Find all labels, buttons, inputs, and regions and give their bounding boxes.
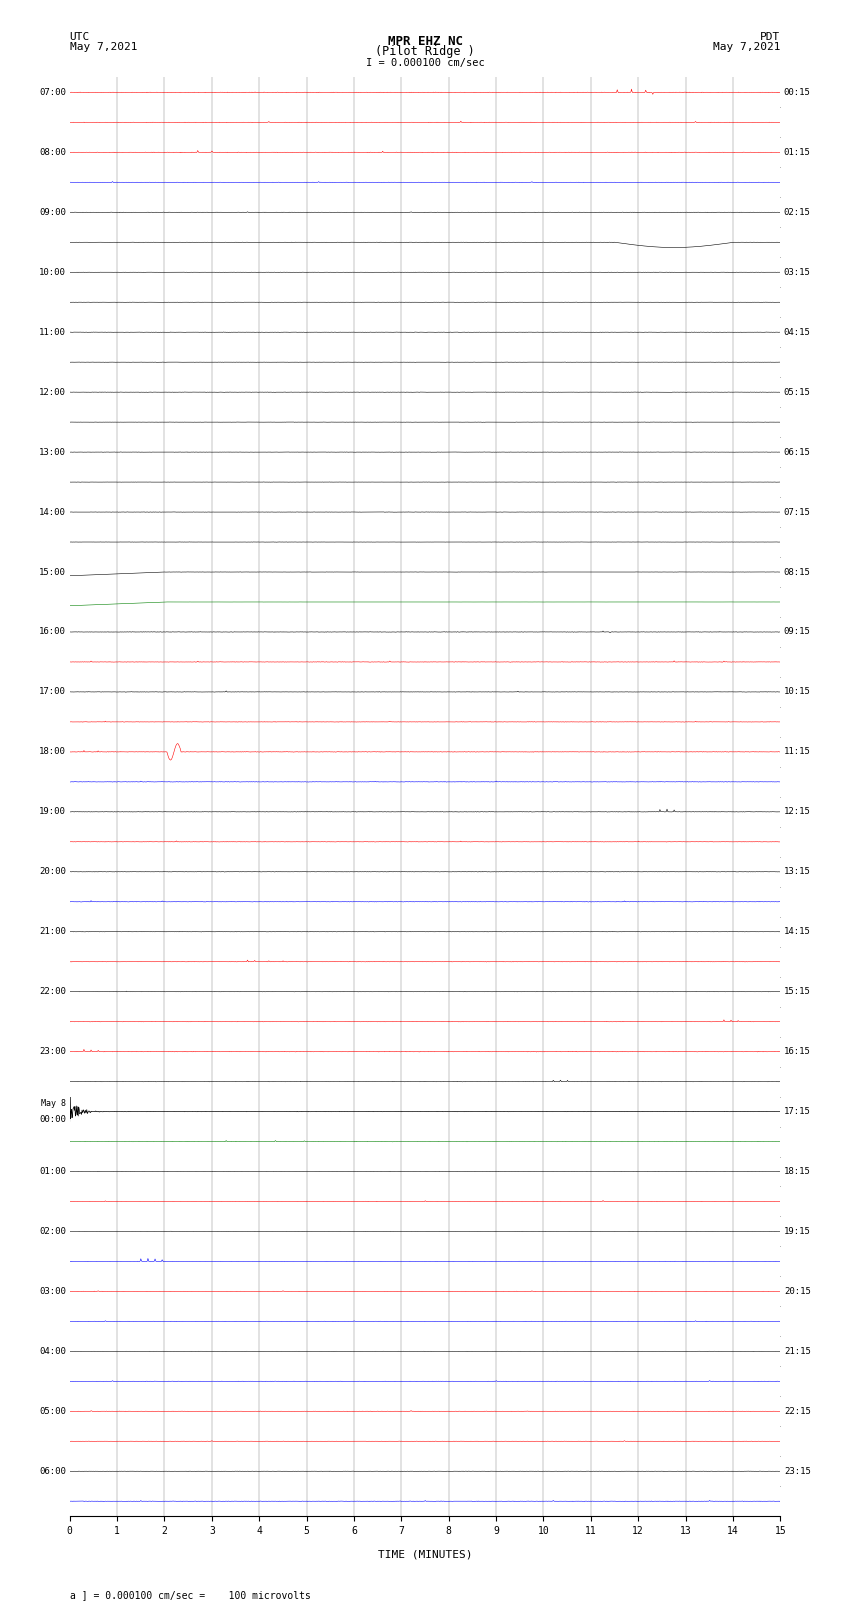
Text: 19:15: 19:15 [784, 1227, 811, 1236]
Text: 01:15: 01:15 [784, 148, 811, 156]
Text: 22:00: 22:00 [39, 987, 66, 997]
Text: I = 0.000100 cm/sec: I = 0.000100 cm/sec [366, 58, 484, 68]
Text: UTC: UTC [70, 32, 90, 42]
Text: 16:00: 16:00 [39, 627, 66, 637]
Text: a ] = 0.000100 cm/sec =    100 microvolts: a ] = 0.000100 cm/sec = 100 microvolts [70, 1590, 310, 1600]
Text: 02:15: 02:15 [784, 208, 811, 216]
Text: 20:00: 20:00 [39, 868, 66, 876]
Text: 05:15: 05:15 [784, 387, 811, 397]
Text: 06:00: 06:00 [39, 1466, 66, 1476]
Text: 03:15: 03:15 [784, 268, 811, 277]
Text: PDT: PDT [760, 32, 780, 42]
Text: 04:00: 04:00 [39, 1347, 66, 1357]
Text: 18:00: 18:00 [39, 747, 66, 756]
Text: 00:15: 00:15 [784, 89, 811, 97]
Text: 09:00: 09:00 [39, 208, 66, 216]
Text: 17:15: 17:15 [784, 1107, 811, 1116]
Text: 15:00: 15:00 [39, 568, 66, 576]
Text: 17:00: 17:00 [39, 687, 66, 697]
Text: 12:15: 12:15 [784, 808, 811, 816]
Text: 07:15: 07:15 [784, 508, 811, 516]
Text: 11:15: 11:15 [784, 747, 811, 756]
Text: 18:15: 18:15 [784, 1168, 811, 1176]
Text: 19:00: 19:00 [39, 808, 66, 816]
Text: 05:00: 05:00 [39, 1407, 66, 1416]
Text: 04:15: 04:15 [784, 327, 811, 337]
Text: 20:15: 20:15 [784, 1287, 811, 1295]
Text: 13:15: 13:15 [784, 868, 811, 876]
Text: 15:15: 15:15 [784, 987, 811, 997]
Text: 12:00: 12:00 [39, 387, 66, 397]
Text: 21:15: 21:15 [784, 1347, 811, 1357]
Text: TIME (MINUTES): TIME (MINUTES) [377, 1550, 473, 1560]
Text: 14:00: 14:00 [39, 508, 66, 516]
Text: 16:15: 16:15 [784, 1047, 811, 1057]
Text: (Pilot Ridge ): (Pilot Ridge ) [375, 45, 475, 58]
Text: 08:15: 08:15 [784, 568, 811, 576]
Text: 03:00: 03:00 [39, 1287, 66, 1295]
Text: 08:00: 08:00 [39, 148, 66, 156]
Text: 01:00: 01:00 [39, 1168, 66, 1176]
Text: MPR EHZ NC: MPR EHZ NC [388, 35, 462, 48]
Text: 09:15: 09:15 [784, 627, 811, 637]
Text: 10:15: 10:15 [784, 687, 811, 697]
Text: 22:15: 22:15 [784, 1407, 811, 1416]
Text: May 7,2021: May 7,2021 [713, 42, 780, 52]
Text: 11:00: 11:00 [39, 327, 66, 337]
Text: 10:00: 10:00 [39, 268, 66, 277]
Text: 06:15: 06:15 [784, 448, 811, 456]
Text: 02:00: 02:00 [39, 1227, 66, 1236]
Text: May 8: May 8 [41, 1098, 66, 1108]
Text: 13:00: 13:00 [39, 448, 66, 456]
Text: 23:00: 23:00 [39, 1047, 66, 1057]
Text: 21:00: 21:00 [39, 927, 66, 936]
Text: May 7,2021: May 7,2021 [70, 42, 137, 52]
Text: 00:00: 00:00 [39, 1115, 66, 1124]
Text: 23:15: 23:15 [784, 1466, 811, 1476]
Text: 14:15: 14:15 [784, 927, 811, 936]
Text: 07:00: 07:00 [39, 89, 66, 97]
